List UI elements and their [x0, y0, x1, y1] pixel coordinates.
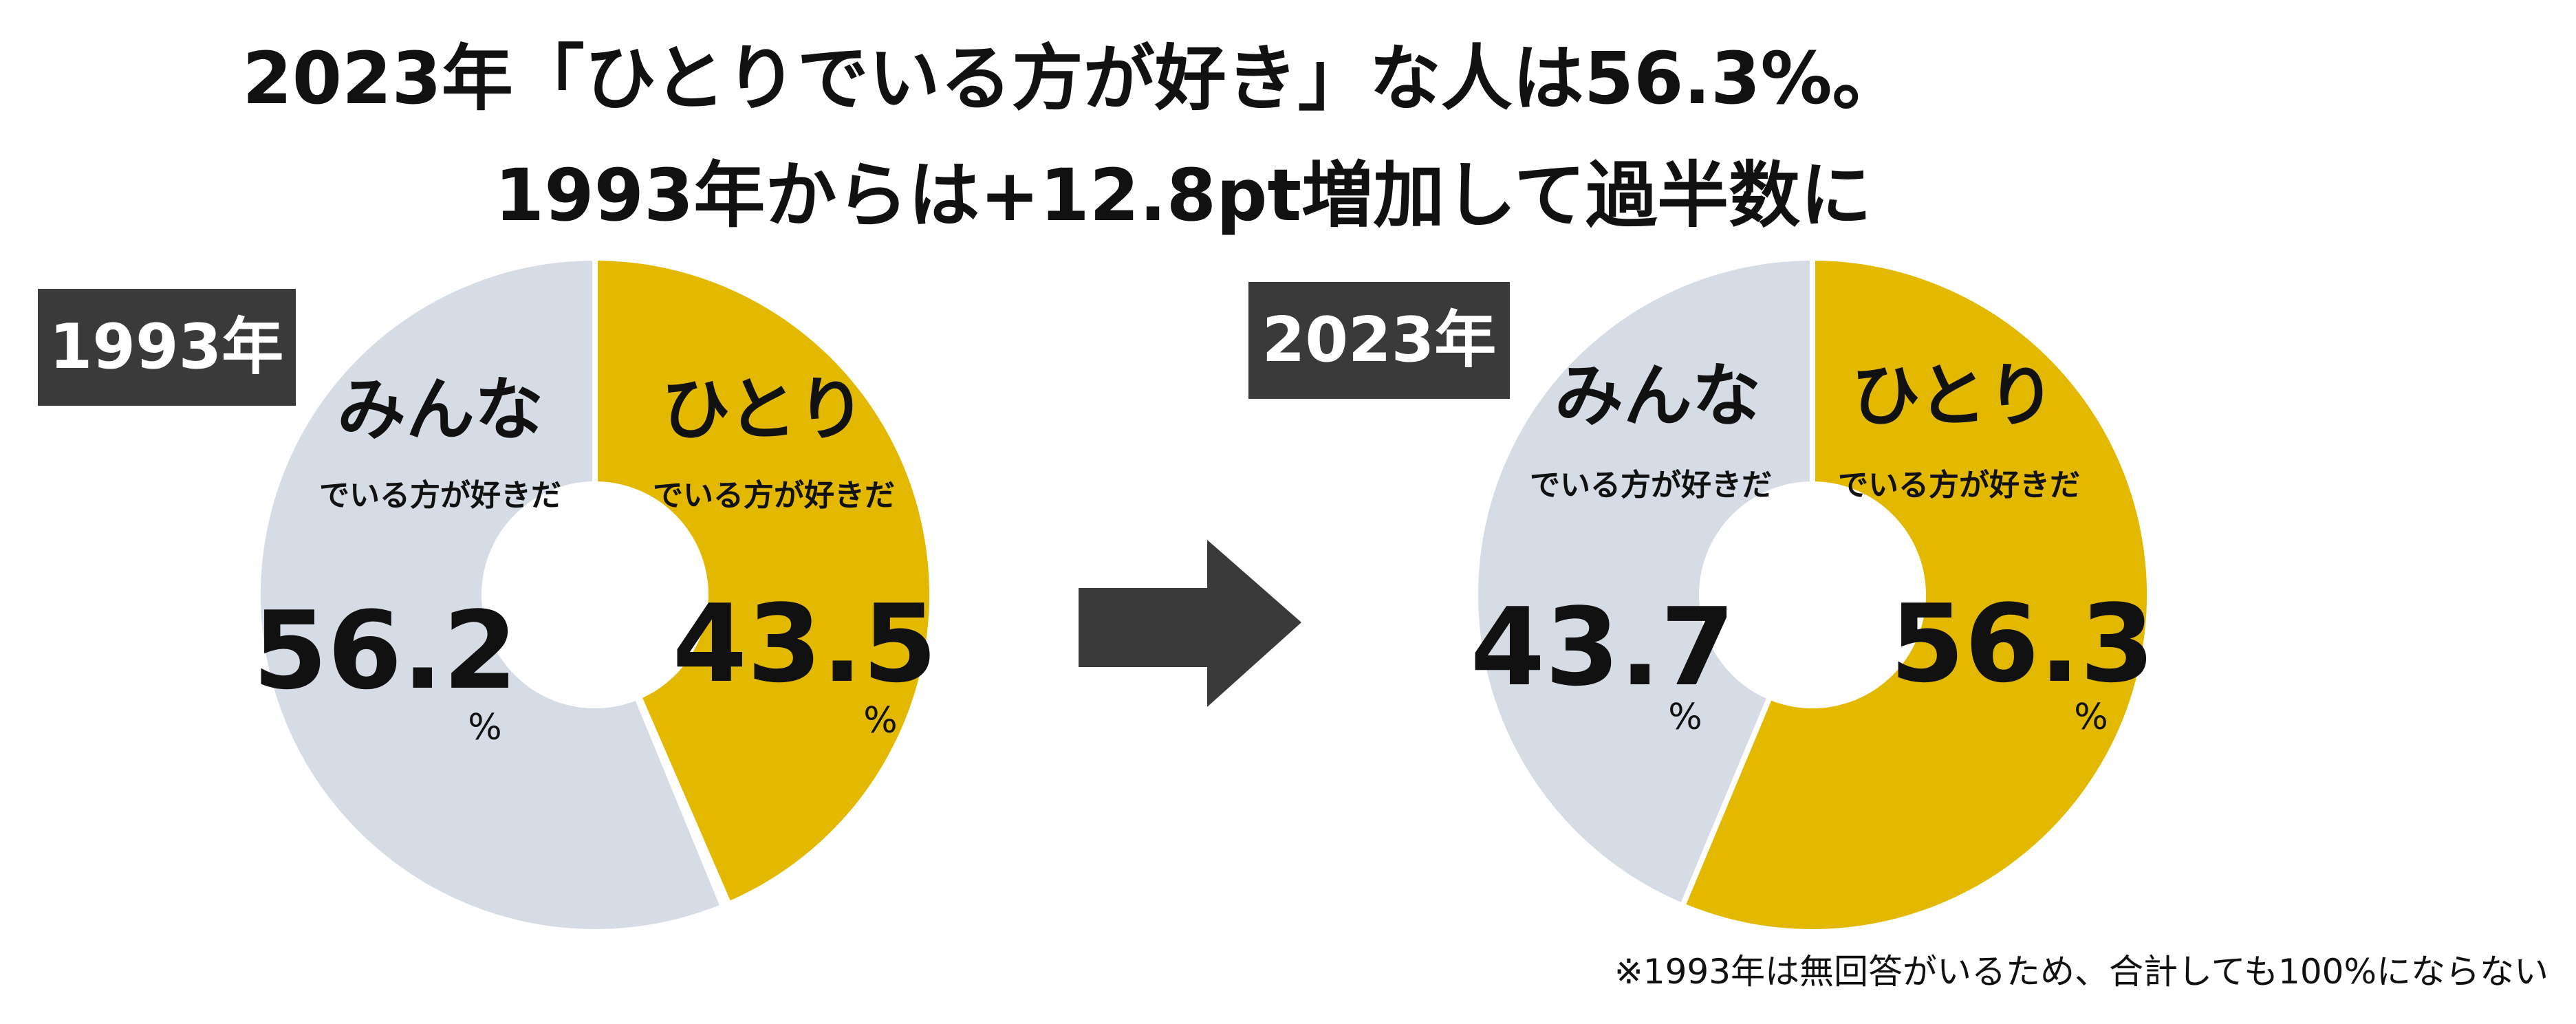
slice-2023-minna-sublabel: でいる方が好きだ	[1530, 468, 1772, 503]
slice-2023-hitori-sublabel: でいる方が好きだ	[1838, 468, 2080, 503]
slice-1993-minna-label: みんな	[337, 369, 543, 450]
slice-2023-hitori-unit: %	[2074, 697, 2108, 738]
donut-2023: みんな でいる方が好きだ 43.7 % ひとり でいる方が好きだ 56.3 %	[1471, 254, 2155, 935]
slice-1993-hitori-sublabel: でいる方が好きだ	[653, 478, 895, 513]
year-label-2023: 2023年	[1262, 304, 1497, 376]
slice-1993-minna-unit: %	[468, 707, 501, 748]
slice-1993-minna-value: 56.2	[253, 588, 518, 713]
chart-title-line1: 2023年「ひとりでいる方が好き」な人は56.3%。	[242, 36, 1903, 120]
donut-1993: みんな でいる方が好きだ 56.2 % ひとり でいる方が好きだ 43.5 %	[253, 254, 938, 935]
slice-1993-hitori-value: 43.5	[673, 581, 938, 706]
slice-1993-hitori	[592, 254, 935, 908]
slice-1993-minna-sublabel: でいる方が好きだ	[319, 478, 561, 513]
year-label-1993-box	[38, 289, 296, 406]
slice-2023-minna-unit: %	[1668, 697, 1702, 738]
slice-2023-minna	[1473, 254, 1815, 910]
slice-2023-hitori-value: 56.3	[1890, 581, 2155, 706]
donut-hole-1993	[481, 481, 708, 708]
year-label-1993: 1993年	[50, 311, 284, 383]
slice-2023-minna-value: 43.7	[1471, 585, 1735, 710]
year-label-2023-box	[1248, 282, 1510, 399]
slice-1993-hitori-label: ひとり	[662, 369, 866, 450]
slice-2023-hitori-label: ひとり	[1852, 356, 2056, 436]
arrow-right-icon	[1079, 540, 1301, 707]
footnote: ※1993年は無回答がいるため、合計しても100%にならない	[1614, 952, 2548, 992]
chart-title-line2: 1993年からは+12.8pt増加して過半数に	[495, 153, 1872, 237]
donut-hole-2023	[1699, 481, 1926, 708]
slice-2023-minna-label: みんな	[1555, 356, 1761, 436]
slice-1993-hitori-unit: %	[863, 700, 897, 741]
